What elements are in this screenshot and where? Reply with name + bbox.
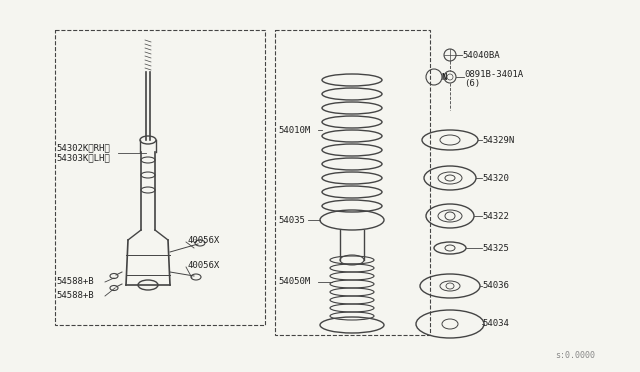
Text: 54320: 54320 — [482, 173, 509, 183]
Text: 40056X: 40056X — [188, 235, 220, 244]
Text: 54050M: 54050M — [278, 278, 310, 286]
Text: 54302K〈RH〉: 54302K〈RH〉 — [56, 144, 109, 153]
Text: 54322: 54322 — [482, 212, 509, 221]
Text: N: N — [442, 73, 447, 81]
Text: 54303K〈LH〉: 54303K〈LH〉 — [56, 154, 109, 163]
Text: 54035: 54035 — [278, 215, 305, 224]
Text: 54329N: 54329N — [482, 135, 515, 144]
Text: 54010M: 54010M — [278, 125, 310, 135]
Text: 54588+B: 54588+B — [56, 292, 93, 301]
Text: 54034: 54034 — [482, 320, 509, 328]
Text: 54588+B: 54588+B — [56, 278, 93, 286]
Text: 40056X: 40056X — [188, 260, 220, 269]
Text: s:0.0000: s:0.0000 — [555, 351, 595, 360]
Text: 54036: 54036 — [482, 282, 509, 291]
Bar — [55, 30, 265, 325]
Text: 54040BA: 54040BA — [462, 51, 500, 60]
Text: 54325: 54325 — [482, 244, 509, 253]
Text: 0891B-3401A: 0891B-3401A — [464, 70, 523, 78]
Text: (6): (6) — [464, 78, 480, 87]
Bar — [275, 30, 430, 335]
